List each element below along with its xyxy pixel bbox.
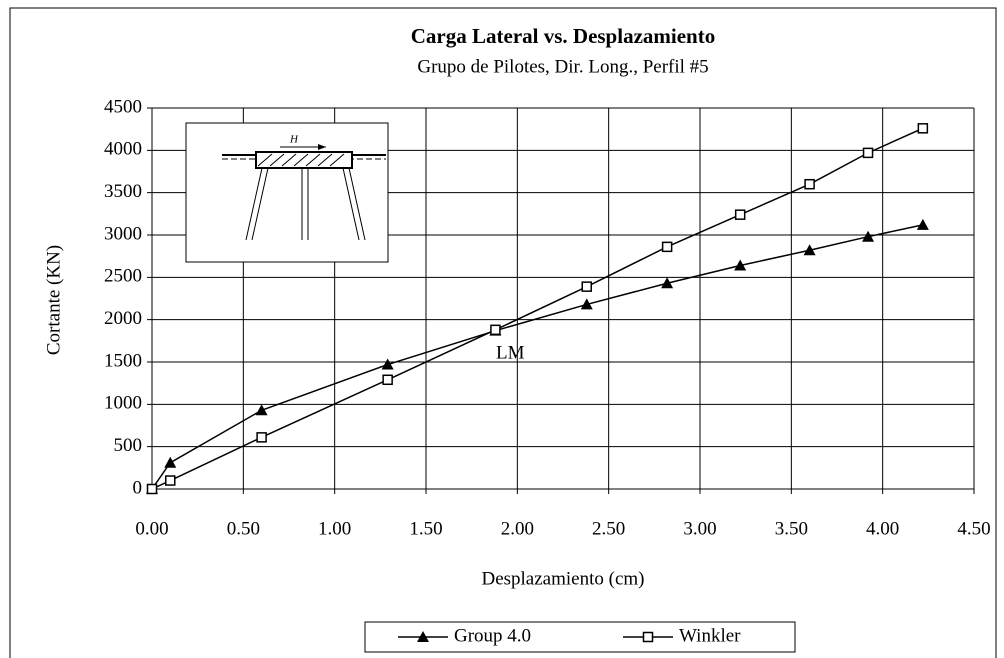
marker: [804, 178, 815, 190]
x-tick-label: 0.50: [227, 518, 260, 539]
marker: [917, 123, 929, 134]
x-tick-label: 2.50: [592, 518, 625, 539]
marker: [661, 241, 673, 253]
inset-label: H: [289, 134, 299, 146]
marker: [255, 404, 268, 416]
y-tick-label: 3500: [104, 181, 142, 202]
marker: [803, 244, 816, 256]
legend-marker: [642, 631, 654, 643]
marker: [581, 281, 592, 292]
marker: [164, 456, 177, 468]
legend-marker: [417, 631, 429, 642]
marker: [490, 324, 501, 336]
series-line: [151, 224, 924, 490]
y-tick-label: 2500: [104, 266, 142, 287]
x-tick-label: 1.50: [409, 518, 442, 539]
marker: [734, 209, 746, 220]
y-tick-label: 0: [133, 477, 143, 498]
annotation: LM: [496, 342, 525, 363]
x-axis-label: Desplazamiento (cm): [481, 568, 644, 589]
x-tick-label: 0.00: [135, 518, 168, 539]
y-tick-label: 4000: [104, 139, 142, 160]
x-tick-label: 2.00: [501, 518, 534, 539]
plot-area: 0 500 1000 1500 2000 2500 3000 3500 4000 4500 0.00…: [104, 96, 991, 539]
marker: [382, 374, 393, 386]
marker: [734, 259, 747, 271]
legend-label: Winkler: [679, 625, 741, 646]
y-tick-label: 2000: [104, 308, 142, 329]
marker: [146, 483, 158, 495]
y-tick-label: 500: [114, 435, 143, 456]
marker: [165, 475, 176, 486]
chart-title: Carga Lateral vs. Desplazamiento: [411, 24, 715, 48]
marker: [862, 230, 875, 242]
chart-subtitle: Grupo de Pilotes, Dir. Long., Perfil #5: [417, 56, 708, 77]
marker: [862, 147, 874, 159]
marker: [661, 277, 674, 289]
y-tick-label: 3000: [104, 223, 142, 244]
x-tick-label: 1.00: [318, 518, 351, 539]
x-tick-label: 4.50: [957, 518, 990, 539]
marker: [916, 218, 929, 230]
x-tick-label: 3.50: [775, 518, 808, 539]
y-tick-label: 1500: [104, 350, 142, 371]
marker: [381, 358, 394, 370]
y-axis-label: Cortante (KN): [43, 245, 64, 355]
legend-label: Group 4.0: [454, 625, 531, 646]
chart-frame: [9, 7, 997, 658]
y-tick-label: 1000: [104, 393, 142, 414]
marker: [256, 432, 267, 443]
x-tick-label: 4.00: [866, 518, 899, 539]
y-tick-label: 4500: [104, 96, 142, 117]
marker: [580, 298, 593, 310]
x-tick-label: 3.00: [683, 518, 716, 539]
inset-diagram: H: [185, 122, 389, 263]
